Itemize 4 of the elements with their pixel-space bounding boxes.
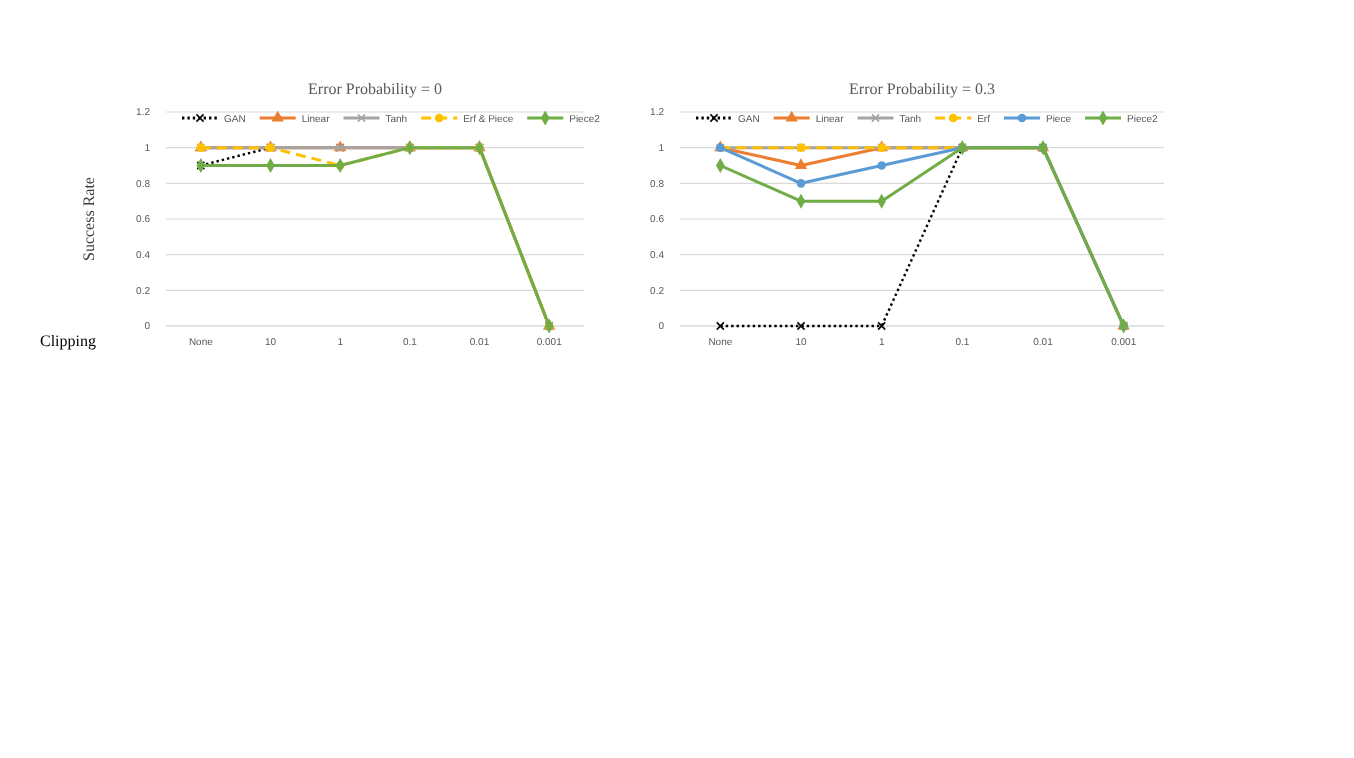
x-axis-title: Clipping [40, 332, 97, 350]
chart-title: Error Probability = 0.3 [849, 80, 995, 98]
chart-title: Error Probability = 0 [308, 80, 442, 98]
y-axis-title: Success Rate [80, 176, 98, 261]
